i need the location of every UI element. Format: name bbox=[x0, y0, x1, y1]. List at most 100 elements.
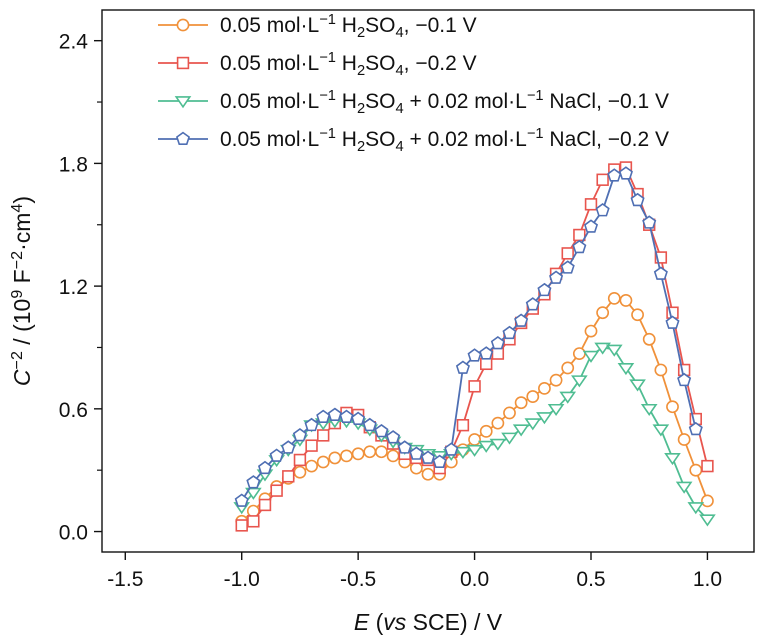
series-2-point bbox=[247, 515, 260, 528]
series-1-point bbox=[351, 447, 365, 461]
series-1-point bbox=[514, 396, 528, 410]
series-2-point bbox=[491, 347, 505, 360]
series-3-point bbox=[605, 344, 623, 357]
series-3-point bbox=[664, 453, 681, 466]
series-1-point bbox=[503, 406, 516, 420]
series-3-point bbox=[687, 502, 705, 515]
series-1-point bbox=[619, 294, 633, 307]
series-4-point bbox=[386, 430, 401, 444]
x-tick-label: 0.0 bbox=[460, 568, 489, 591]
series-3-point bbox=[547, 403, 565, 417]
legend-label: 0.05 mol·L−1 H2SO4, −0.2 V bbox=[220, 50, 477, 79]
series-1-point bbox=[316, 455, 330, 469]
series-2-point bbox=[293, 453, 307, 467]
series-4-point bbox=[269, 448, 284, 462]
series-1 bbox=[235, 291, 714, 528]
legend-marker bbox=[176, 56, 190, 70]
series-3-point bbox=[559, 391, 577, 404]
series-4-point bbox=[572, 239, 587, 254]
series-1-point bbox=[607, 291, 621, 305]
series-3-point bbox=[245, 487, 262, 500]
series-1-point bbox=[421, 467, 435, 481]
series-2-point bbox=[235, 519, 248, 532]
series-3-point bbox=[629, 379, 646, 392]
series-3-point bbox=[466, 444, 483, 457]
legend-label: 0.05 mol·L−1 H2SO4, −0.1 V bbox=[220, 12, 477, 41]
series-4-point bbox=[409, 446, 424, 460]
series-4-point bbox=[665, 315, 680, 329]
series-1-point bbox=[386, 449, 400, 463]
series-1-point bbox=[305, 459, 318, 473]
x-tick-label: -1.0 bbox=[224, 568, 260, 591]
series-4-point bbox=[549, 270, 564, 284]
series-4-point bbox=[642, 215, 657, 229]
series-1-point bbox=[491, 416, 505, 430]
series-1-point bbox=[526, 390, 540, 403]
series-1-point bbox=[468, 433, 481, 446]
legend-label: 0.05 mol·L−1 H2SO4 + 0.02 mol·L−1 NaCl, … bbox=[220, 126, 669, 155]
series-3-point bbox=[675, 481, 693, 494]
legend-marker bbox=[175, 131, 191, 145]
series-4-point bbox=[304, 417, 319, 432]
series-4-point bbox=[351, 411, 366, 426]
legend-item-2: 0.05 mol·L−1 H2SO4, −0.2 V bbox=[158, 50, 477, 79]
series-3-point bbox=[640, 403, 658, 417]
series-4-point bbox=[362, 417, 377, 432]
series-2-point bbox=[305, 439, 318, 452]
series-1-line bbox=[241, 297, 709, 522]
series-2-point bbox=[596, 173, 609, 186]
series-2-point bbox=[456, 418, 470, 432]
series-4-point bbox=[607, 168, 622, 182]
series-1-point bbox=[572, 347, 586, 361]
series-1-point bbox=[677, 433, 691, 446]
x-tick-label: -0.5 bbox=[340, 568, 376, 591]
series-4-point bbox=[339, 409, 354, 423]
series-2 bbox=[235, 161, 714, 532]
series-4-point bbox=[467, 348, 482, 362]
series-4-point bbox=[316, 409, 331, 423]
x-axis-title: E (vs SCE) / V bbox=[354, 609, 503, 635]
series-4-point bbox=[490, 335, 505, 350]
series-2-point bbox=[584, 198, 598, 211]
series-2-point bbox=[468, 380, 481, 393]
series-3-point bbox=[489, 438, 507, 451]
series-4-point bbox=[677, 372, 692, 387]
series-3-point bbox=[477, 440, 495, 453]
series-3-point bbox=[571, 375, 588, 388]
legend: 0.05 mol·L−1 H2SO4, −0.1 V 0.05 mol·L−1 H… bbox=[158, 12, 669, 155]
series-1-point bbox=[654, 363, 668, 377]
series-2-point bbox=[282, 470, 295, 483]
axes bbox=[101, 9, 755, 553]
series-1-point bbox=[363, 445, 377, 459]
series-4-point bbox=[583, 219, 599, 233]
series-4-point bbox=[479, 346, 494, 360]
y-axis-title: C−2 / (109 F−2·cm4) bbox=[8, 196, 35, 386]
series-3-point bbox=[501, 432, 518, 445]
series-1-point bbox=[549, 373, 563, 387]
series-3-point bbox=[582, 350, 600, 363]
series-1-point bbox=[561, 361, 575, 375]
series-4-point bbox=[420, 450, 436, 464]
series-4-point bbox=[502, 325, 517, 340]
series-4-point bbox=[327, 407, 342, 421]
series-2-point bbox=[270, 484, 283, 497]
legend-item-1: 0.05 mol·L−1 H2SO4, −0.1 V bbox=[158, 12, 477, 41]
series-layer bbox=[233, 161, 716, 532]
series-2-point bbox=[573, 228, 586, 242]
series-1-point bbox=[666, 400, 679, 414]
series-4-point bbox=[514, 313, 529, 327]
series-1-point bbox=[328, 451, 342, 465]
y-tick-label: 2.4 bbox=[59, 31, 89, 54]
series-4-point bbox=[525, 297, 540, 311]
series-1-point bbox=[584, 324, 598, 338]
series-4-point bbox=[397, 440, 412, 454]
series-3-point bbox=[536, 412, 553, 425]
legend-item-4: 0.05 mol·L−1 H2SO4 + 0.02 mol·L−1 NaCl, … bbox=[158, 126, 669, 155]
series-4-point bbox=[595, 203, 610, 217]
y-tick-label: 1.2 bbox=[59, 276, 88, 299]
series-4-point bbox=[653, 266, 668, 280]
series-3-point bbox=[524, 418, 542, 431]
series-4-point bbox=[455, 360, 470, 374]
series-3-point bbox=[617, 363, 635, 376]
